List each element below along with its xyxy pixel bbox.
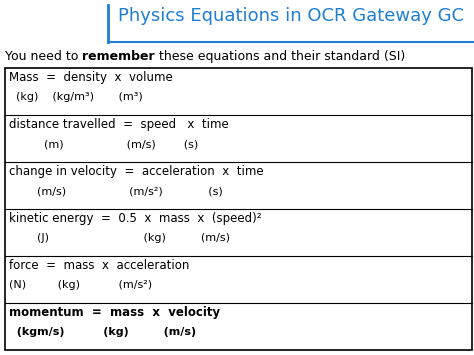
Text: (kgm/s)          (kg)         (m/s): (kgm/s) (kg) (m/s) <box>9 327 196 338</box>
Text: (m)                  (m/s)        (s): (m) (m/s) (s) <box>9 140 198 149</box>
Text: Physics Equations in OCR Gateway GC: Physics Equations in OCR Gateway GC <box>118 7 464 25</box>
Text: Mass  =  density  x  volume: Mass = density x volume <box>9 71 173 84</box>
Bar <box>5 68 472 350</box>
Text: distance travelled  =  speed   x  time: distance travelled = speed x time <box>9 118 229 131</box>
Text: remember: remember <box>82 50 155 63</box>
Text: You need to: You need to <box>5 50 82 63</box>
Text: (J)                           (kg)          (m/s): (J) (kg) (m/s) <box>9 234 230 244</box>
Text: force  =  mass  x  acceleration: force = mass x acceleration <box>9 259 190 272</box>
Text: (N)         (kg)           (m/s²): (N) (kg) (m/s²) <box>9 280 152 290</box>
Text: change in velocity  =  acceleration  x  time: change in velocity = acceleration x time <box>9 165 264 178</box>
Text: these equations and their standard (SI): these equations and their standard (SI) <box>155 50 405 63</box>
Text: (m/s)                  (m/s²)             (s): (m/s) (m/s²) (s) <box>9 186 223 196</box>
Text: momentum  =  mass  x  velocity: momentum = mass x velocity <box>9 306 220 319</box>
Text: kinetic energy  =  0.5  x  mass  x  (speed)²: kinetic energy = 0.5 x mass x (speed)² <box>9 212 262 225</box>
Text: (kg)    (kg/m³)       (m³): (kg) (kg/m³) (m³) <box>9 92 143 103</box>
